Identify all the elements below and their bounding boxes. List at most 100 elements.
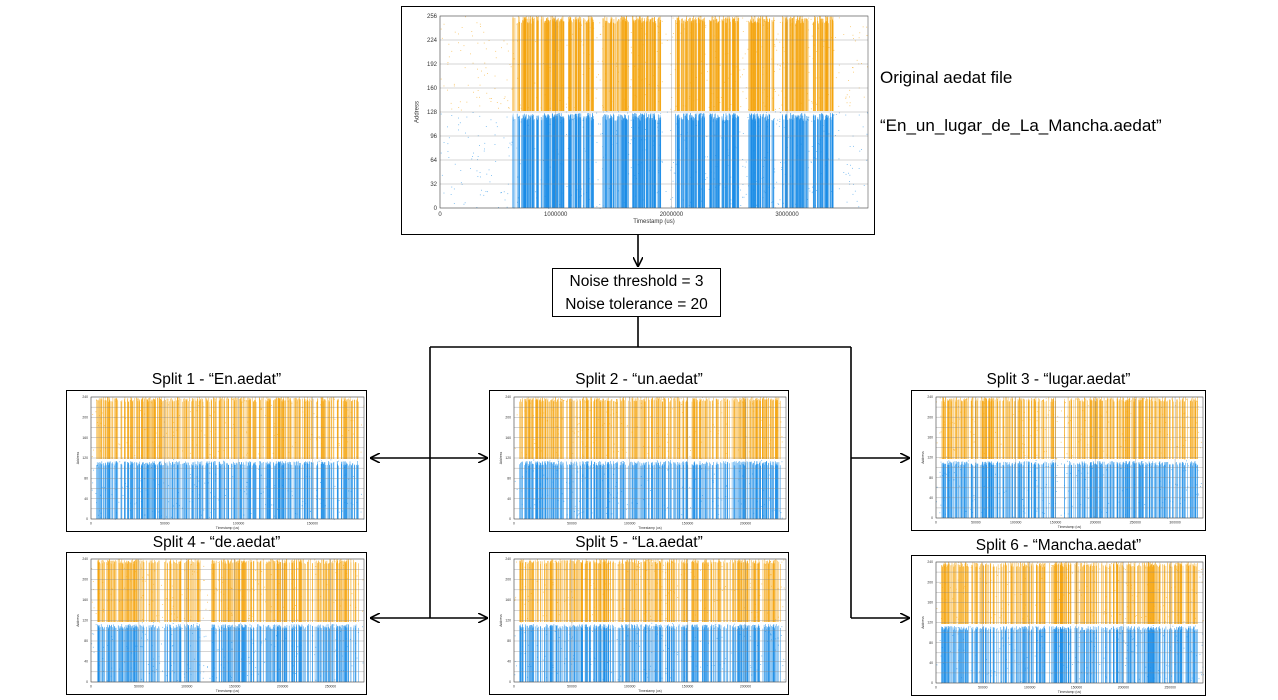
x-tick-label: 50000	[978, 685, 988, 689]
y-axis-label: Address	[921, 451, 925, 464]
x-tick-label: 200000	[1118, 685, 1129, 689]
y-axis-label: Address	[414, 101, 420, 123]
x-tick-label: 100000	[624, 684, 635, 688]
split-4-plot-svg: 0 40 80 120 160 200 240 0 50000 100000 150000 20000…	[76, 557, 365, 693]
y-tick-label: 160	[82, 436, 88, 440]
x-axis-label: Timestamp (us)	[638, 689, 661, 693]
y-tick-label: 224	[427, 38, 438, 44]
x-tick-label: 50000	[567, 521, 577, 525]
noise-threshold-text: Noise threshold = 3	[569, 273, 704, 290]
x-tick-label: 3000000	[775, 212, 799, 218]
y-tick-label: 160	[505, 598, 511, 602]
y-tick-label: 120	[927, 621, 933, 625]
x-tick-label: 150000	[1071, 685, 1082, 689]
y-tick-label: 160	[927, 601, 933, 605]
x-tick-label: 250000	[325, 684, 336, 688]
x-axis-label: Timestamp (us)	[638, 526, 661, 530]
y-tick-label: 128	[427, 110, 438, 116]
x-tick-label: 0	[513, 521, 515, 525]
x-tick-label: 2000000	[660, 212, 684, 218]
y-tick-label: 240	[82, 557, 88, 561]
y-tick-label: 40	[507, 660, 511, 664]
y-tick-label: 120	[82, 619, 88, 623]
x-tick-label: 250000	[1130, 520, 1141, 524]
original-plot-svg: 0 32 64 96 128 160 192 224 256 0 1000000 2000000 300…	[414, 14, 869, 225]
x-axis-label: Timestamp (us)	[633, 219, 674, 225]
x-tick-label: 50000	[160, 521, 170, 525]
y-tick-label: 40	[84, 660, 88, 664]
x-tick-label: 150000	[307, 521, 318, 525]
y-tick-label: 120	[927, 456, 933, 460]
x-tick-label: 100000	[181, 684, 192, 688]
x-tick-label: 250000	[1165, 685, 1176, 689]
x-tick-label: 100000	[624, 521, 635, 525]
y-tick-label: 0	[434, 206, 438, 212]
y-tick-label: 200	[927, 580, 933, 584]
x-axis-label: Timestamp (us)	[216, 689, 239, 693]
x-axis-label: Timestamp (us)	[1058, 690, 1081, 694]
y-tick-label: 80	[84, 477, 88, 481]
x-tick-label: 0	[90, 684, 92, 688]
y-tick-label: 80	[929, 641, 933, 645]
split-4-plot: 0 40 80 120 160 200 240 0 50000 100000 150000 20000…	[66, 552, 367, 695]
x-tick-label: 150000	[229, 684, 240, 688]
x-tick-label: 200000	[740, 684, 751, 688]
split-3-plot: 0 40 80 120 160 200 240 0 50000 100000 150000 20000…	[911, 390, 1206, 531]
x-tick-label: 100000	[233, 521, 244, 525]
y-tick-label: 40	[84, 497, 88, 501]
split-5-plot-svg: 0 40 80 120 160 200 240 0 50000 100000 150000 20000…	[499, 557, 787, 693]
y-tick-label: 80	[84, 639, 88, 643]
split-2-plot: 0 40 80 120 160 200 240 0 50000 100000 150000 20000…	[489, 390, 789, 532]
y-axis-label: Address	[499, 614, 503, 627]
x-tick-label: 0	[935, 685, 937, 689]
y-tick-label: 40	[507, 497, 511, 501]
y-tick-label: 160	[927, 436, 933, 440]
y-tick-label: 200	[82, 416, 88, 420]
x-axis-label: Timestamp (us)	[1058, 525, 1081, 529]
split-6-title: Split 6 - “Mancha.aedat”	[975, 537, 1142, 554]
y-tick-label: 200	[505, 578, 511, 582]
x-tick-label: 1000000	[544, 212, 568, 218]
x-tick-label: 0	[90, 521, 92, 525]
y-tick-label: 0	[931, 681, 933, 685]
x-tick-label: 50000	[971, 520, 981, 524]
y-tick-label: 200	[505, 416, 511, 420]
split-2-plot-svg: 0 40 80 120 160 200 240 0 50000 100000 150000 20000…	[499, 395, 787, 530]
y-tick-label: 0	[509, 517, 511, 521]
x-tick-label: 0	[438, 212, 442, 218]
split-5-title: Split 5 - “La.aedat”	[575, 534, 703, 551]
y-axis-label: Address	[76, 451, 80, 464]
x-tick-label: 150000	[1050, 520, 1061, 524]
x-tick-label: 50000	[134, 684, 144, 688]
y-tick-label: 200	[927, 415, 933, 419]
split-1-title: Split 1 - “En.aedat”	[151, 371, 282, 388]
split-3-plot-svg: 0 40 80 120 160 200 240 0 50000 100000 150000 20000…	[921, 395, 1204, 529]
y-tick-label: 120	[505, 619, 511, 623]
y-tick-label: 0	[931, 516, 933, 520]
split-1-plot: 0 40 80 120 160 200 240 0 50000 100000 150000 Times…	[66, 390, 367, 532]
y-tick-label: 192	[427, 62, 438, 68]
x-tick-label: 300000	[1169, 520, 1180, 524]
x-tick-label: 100000	[1010, 520, 1021, 524]
split-6-plot-svg: 0 40 80 120 160 200 240 0 50000 100000 150000 20000…	[921, 560, 1204, 694]
y-tick-label: 80	[929, 476, 933, 480]
noise-tolerance-text: Noise tolerance = 20	[565, 296, 708, 313]
split-4-title: Split 4 - “de.aedat”	[152, 534, 281, 551]
y-tick-label: 240	[927, 395, 933, 399]
x-tick-label: 200000	[277, 684, 288, 688]
y-tick-label: 160	[505, 436, 511, 440]
y-tick-label: 240	[505, 557, 511, 561]
x-tick-label: 0	[513, 684, 515, 688]
y-tick-label: 96	[430, 134, 437, 140]
split-1-plot-svg: 0 40 80 120 160 200 240 0 50000 100000 150000 Times…	[76, 395, 365, 530]
noise-parameters-box: Noise threshold = 3 Noise tolerance = 20	[552, 268, 721, 317]
x-tick-label: 0	[935, 520, 937, 524]
y-tick-label: 120	[505, 456, 511, 460]
y-tick-label: 256	[427, 14, 438, 20]
y-tick-label: 32	[430, 182, 437, 188]
y-tick-label: 0	[509, 680, 511, 684]
split-3-title: Split 3 - “lugar.aedat”	[986, 371, 1131, 388]
y-tick-label: 0	[86, 680, 88, 684]
split-6-plot: 0 40 80 120 160 200 240 0 50000 100000 150000 20000…	[911, 555, 1206, 696]
y-axis-label: Address	[76, 614, 80, 627]
